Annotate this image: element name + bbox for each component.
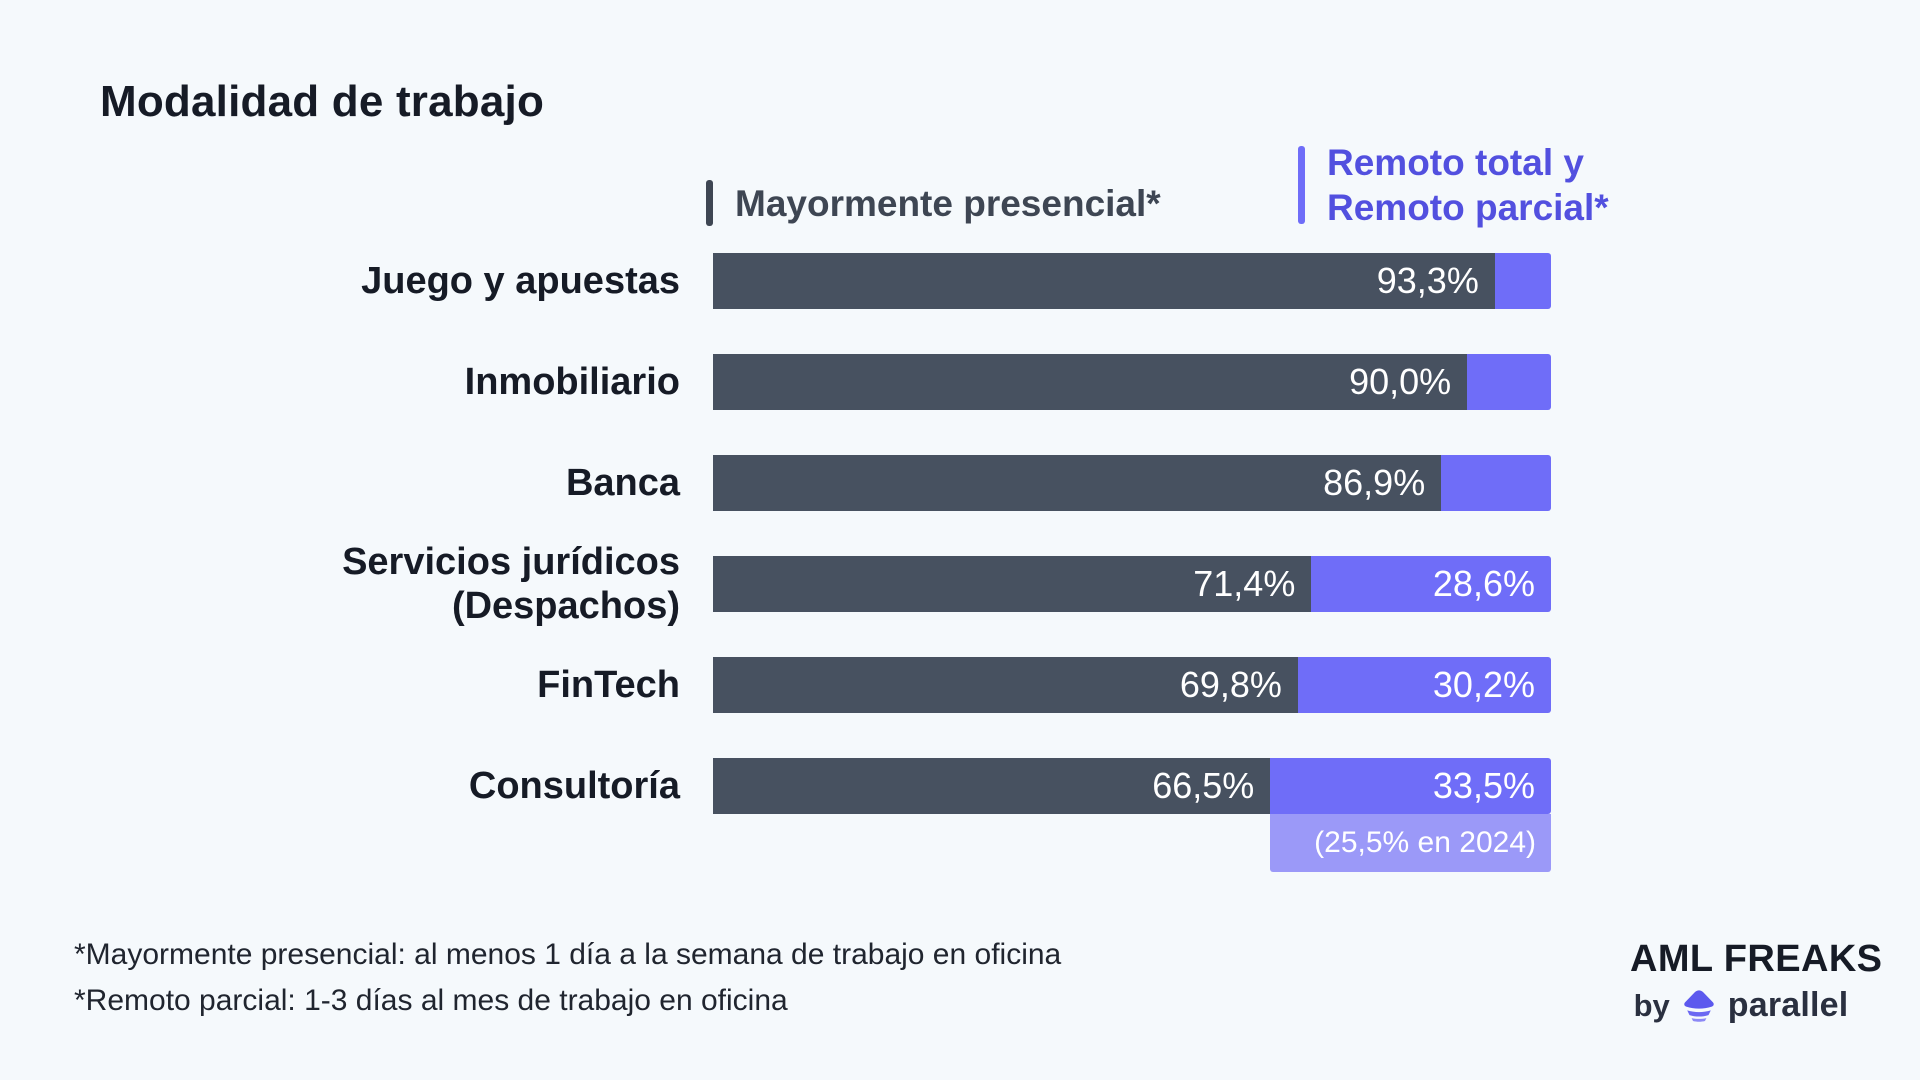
brand-name: AML FREAKS — [1630, 938, 1883, 980]
category-label-line: FinTech — [537, 664, 680, 706]
brand-block: AML FREAKS by parallel — [1630, 938, 1883, 1025]
bar-track: 93,3% — [713, 253, 1551, 309]
category-label: Servicios jurídicos (Despachos) — [0, 540, 713, 628]
value-label-presencial: 90,0% — [1349, 361, 1452, 402]
brand-byline-prefix: by — [1633, 987, 1670, 1023]
category-label: Juego y apuestas — [0, 259, 713, 303]
category-label-line: (Despachos) — [451, 585, 680, 627]
bar-segment-presencial: 71,4% — [713, 556, 1312, 612]
legend-label-presencial-text: Mayormente presencial* — [735, 182, 1161, 224]
footnote-remoto: *Remoto parcial: 1-3 días al mes de trab… — [74, 984, 788, 1017]
legend-label-remoto-line1: Remoto total y — [1327, 142, 1584, 183]
bar-segment-presencial: 66,5% — [713, 758, 1271, 814]
bar-track: 71,4% 28,6% — [713, 556, 1551, 612]
footnote-presencial: *Mayormente presencial: al menos 1 día a… — [74, 938, 1062, 971]
value-label-presencial: 69,8% — [1179, 664, 1282, 705]
value-label-presencial: 93,3% — [1376, 260, 1479, 301]
legend-marker-remoto-icon — [1298, 146, 1305, 224]
chart-row: Consultoría 66,5% 33,5% (25,5% en 2024) — [0, 758, 1551, 872]
category-label-line: Servicios jurídicos — [342, 541, 680, 583]
legend-item-presencial: Mayormente presencial* — [706, 180, 1161, 226]
bar-segment-remoto — [1441, 455, 1551, 511]
legend-item-remoto: Remoto total y Remoto parcial* — [1298, 142, 1609, 228]
category-label-line: Consultoría — [468, 765, 680, 807]
footnotes: *Mayormente presencial: al menos 1 día a… — [74, 932, 1061, 1024]
bar-track: 66,5% 33,5% (25,5% en 2024) — [713, 758, 1551, 872]
value-label-remoto: 33,5% — [1432, 765, 1535, 806]
note-previous-year: (25,5% en 2024) — [1270, 814, 1551, 872]
bar-segment-remoto: 33,5% — [1270, 758, 1551, 814]
value-label-presencial: 66,5% — [1152, 765, 1255, 806]
value-label-remoto: 30,2% — [1432, 664, 1535, 705]
bar-track: 90,0% — [713, 354, 1551, 410]
legend-marker-presencial-icon — [706, 180, 713, 226]
bar-segment-presencial: 93,3% — [713, 253, 1495, 309]
category-label: FinTech — [0, 663, 713, 707]
category-label-line: Inmobiliario — [464, 361, 680, 403]
category-label-line: Banca — [565, 462, 680, 504]
bar-segment-remoto: 28,6% — [1311, 556, 1551, 612]
bar-segment-remoto: 30,2% — [1297, 657, 1551, 713]
chart-rows: Juego y apuestas 93,3% Inmobiliario 90,0% Ba… — [0, 253, 1551, 872]
brand-parallel-name: parallel — [1727, 986, 1849, 1024]
value-label-presencial: 71,4% — [1193, 563, 1296, 604]
category-label: Consultoría — [0, 764, 713, 808]
legend-label-presencial: Mayormente presencial* — [735, 180, 1161, 226]
bar-segment-remoto — [1467, 354, 1551, 410]
chart-row: FinTech 69,8% 30,2% — [0, 657, 1551, 713]
bar-segment-presencial: 86,9% — [713, 455, 1442, 511]
bar-segment-presencial: 90,0% — [713, 354, 1468, 410]
chart-row: Juego y apuestas 93,3% — [0, 253, 1551, 309]
category-label-line: Juego y apuestas — [361, 260, 680, 302]
bar-segment-remoto — [1494, 253, 1551, 309]
brand-byline: by parallel — [1630, 986, 1852, 1025]
chart-row: Servicios jurídicos (Despachos) 71,4% 28,6% — [0, 541, 1551, 627]
parallel-layered-diamond-icon — [1684, 989, 1714, 1022]
legend-label-remoto: Remoto total y Remoto parcial* — [1327, 142, 1609, 228]
value-label-presencial: 86,9% — [1323, 462, 1426, 503]
chart-row: Inmobiliario 90,0% — [0, 354, 1551, 410]
category-label: Banca — [0, 461, 713, 505]
bar-segment-presencial: 69,8% — [713, 657, 1298, 713]
bar-track: 69,8% 30,2% — [713, 657, 1551, 713]
value-label-remoto: 28,6% — [1432, 563, 1535, 604]
bar-track: 86,9% — [713, 455, 1551, 511]
legend-label-remoto-line2: Remoto parcial* — [1327, 187, 1609, 228]
chart-row: Banca 86,9% — [0, 455, 1551, 511]
category-label: Inmobiliario — [0, 360, 713, 404]
page-title: Modalidad de trabajo — [100, 77, 545, 126]
